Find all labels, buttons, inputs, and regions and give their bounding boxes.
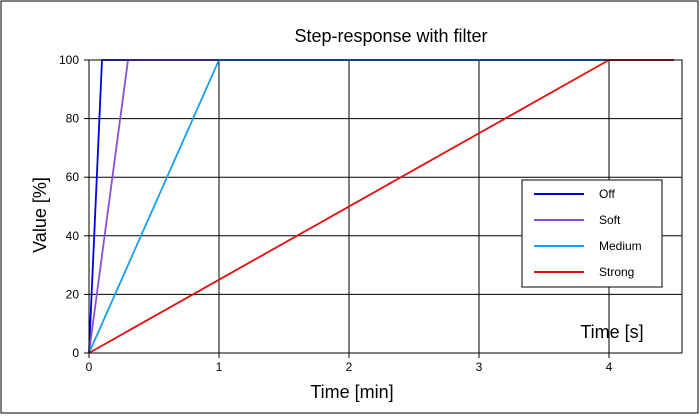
y-axis-title: Value [%]: [30, 177, 50, 253]
tick-labels: 0 20 40 60 80 100 0 1 2 3 4: [59, 53, 613, 374]
inner-x-axis-title: Time [s]: [580, 322, 643, 342]
y-tick-label: 60: [66, 170, 80, 184]
legend: Off Soft Medium Strong: [521, 179, 663, 288]
x-tick-label: 4: [606, 360, 613, 374]
legend-label-off: Off: [599, 187, 615, 201]
legend-label-medium: Medium: [599, 239, 642, 253]
x-tick-label: 1: [216, 360, 223, 374]
legend-box: [521, 179, 663, 288]
x-axis-title: Time [min]: [310, 382, 393, 402]
y-tick-label: 20: [66, 287, 80, 301]
y-tick-label: 100: [59, 53, 79, 67]
x-tick-label: 2: [346, 360, 353, 374]
plot-area-border: [88, 59, 683, 354]
legend-label-strong: Strong: [599, 265, 634, 279]
x-tick-label: 3: [476, 360, 483, 374]
legend-label-soft: Soft: [599, 213, 621, 227]
x-tick-label: 0: [86, 360, 93, 374]
chart-title: Step-response with filter: [294, 26, 487, 46]
y-tick-label: 40: [66, 229, 80, 243]
y-tick-label: 80: [66, 112, 80, 126]
y-tick-label: 0: [72, 346, 79, 360]
